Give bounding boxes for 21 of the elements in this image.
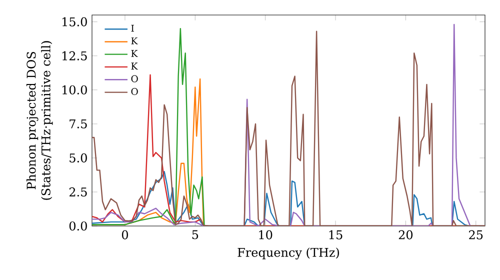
y-axis-title: Phonon projected DOS (States/THz·primitive cell) [26, 41, 53, 200]
y-tick-label: 15.0 [62, 17, 87, 26]
y-tick-label: 10.0 [62, 85, 87, 94]
y-tick-label: 5.0 [70, 153, 87, 162]
x-tick-label: 5 [192, 230, 198, 240]
x-tick-label: 20 [398, 230, 413, 240]
y-tick-label: 12.5 [62, 51, 87, 60]
legend-label: I [131, 24, 134, 32]
y-tick-label: 0.0 [69, 221, 87, 231]
legend-label: O [131, 88, 138, 96]
legend-label: K [131, 37, 138, 44]
legend-label: K [131, 50, 138, 57]
x-tick-label: 10 [259, 230, 272, 240]
x-tick-label: 0 [122, 230, 128, 240]
legend-label: O [131, 75, 138, 82]
y-tick-label: 7.5 [70, 119, 87, 128]
y-tick-label: 2.5 [69, 187, 87, 197]
x-tick-label: 15 [329, 230, 342, 240]
x-tick-label: 25 [469, 230, 483, 240]
legend-label: K [131, 62, 138, 70]
x-axis-title: Frequency (THz) [238, 248, 339, 260]
